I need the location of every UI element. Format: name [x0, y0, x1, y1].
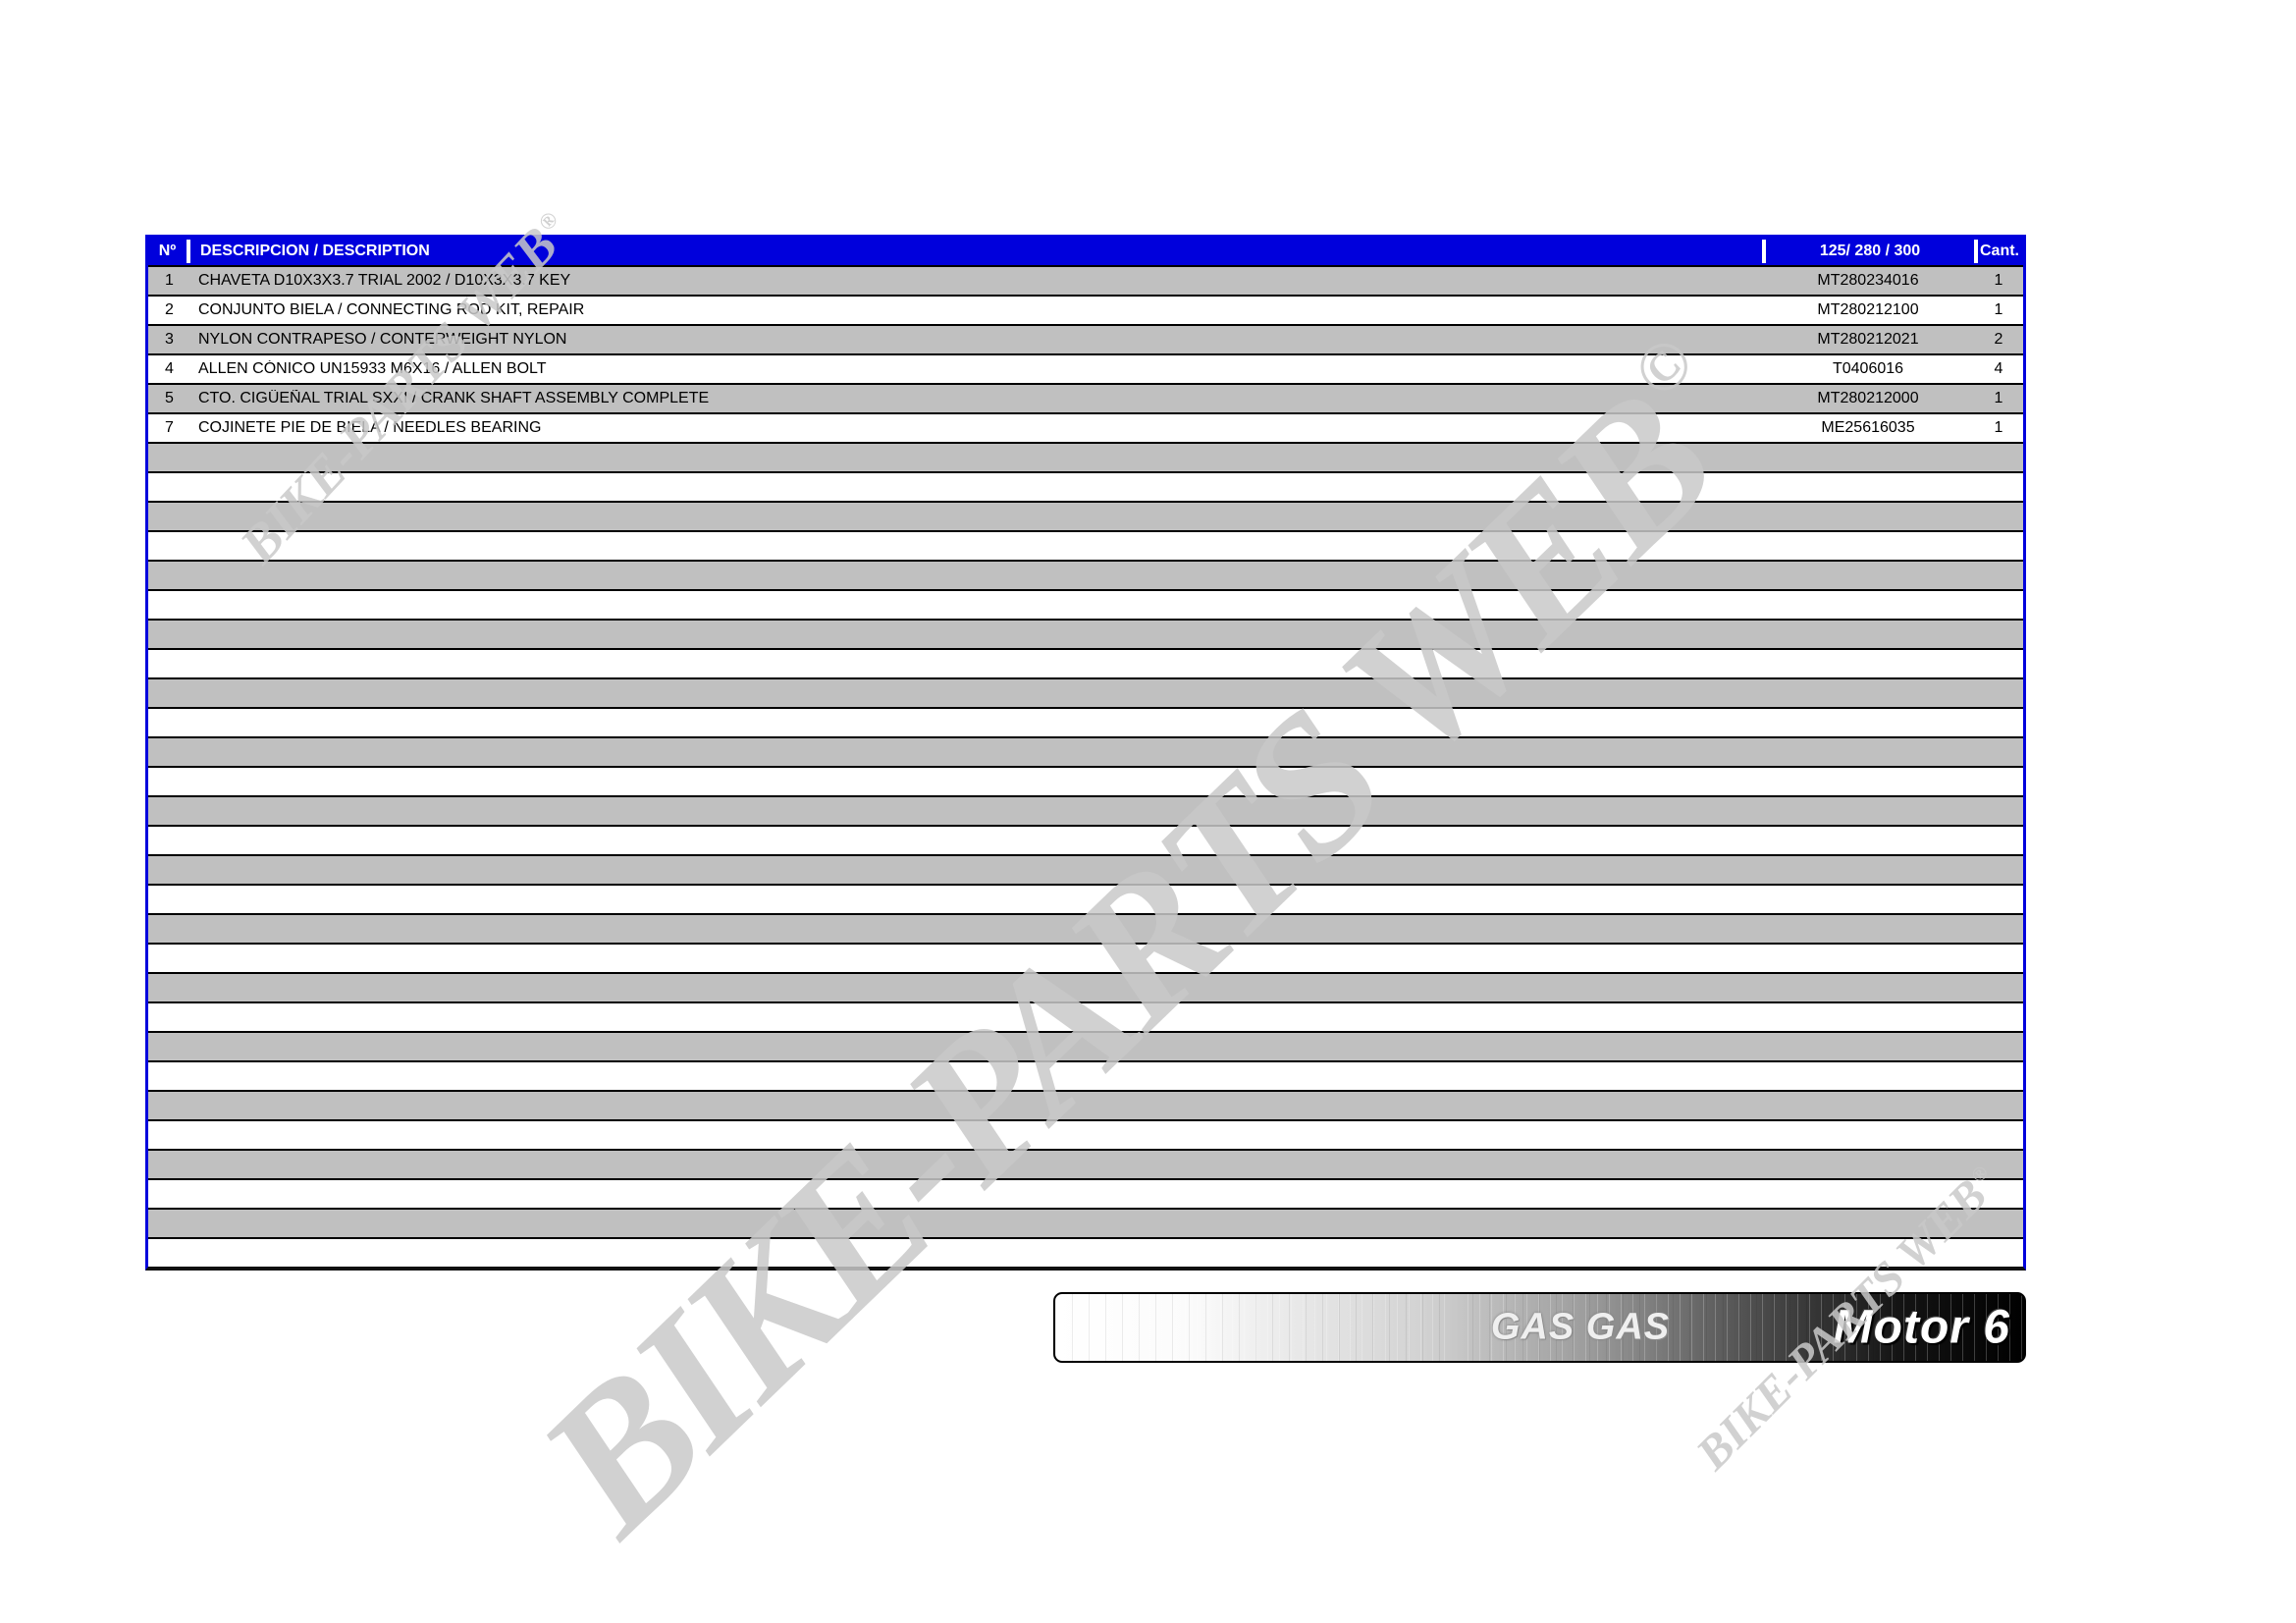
table-row [148, 1060, 2023, 1090]
cell-part-number: ME25616035 [1821, 419, 1915, 436]
table-row [148, 1119, 2023, 1149]
table-row: 2 CONJUNTO BIELA / CONNECTING ROD KIT, RE… [148, 295, 2023, 324]
cell-qty: 4 [1994, 360, 2003, 377]
cell-description: CONJUNTO BIELA / CONNECTING ROD KIT, REP… [198, 301, 585, 318]
table-header: Nº DESCRIPCION / DESCRIPTION 125/ 280 / … [148, 238, 2023, 265]
table-row [148, 913, 2023, 943]
table-row [148, 1001, 2023, 1031]
table-row [148, 471, 2023, 501]
table-row: 5 CTO. CIGÜEÑAL TRIAL SXXI / CRANK SHAFT … [148, 383, 2023, 412]
cell-part-number: MT280212100 [1817, 301, 1919, 318]
cell-num: 3 [165, 331, 174, 348]
cell-description: NYLON CONTRAPESO / CONTERWEIGHT NYLON [198, 331, 567, 348]
cell-description: ALLEN CÓNICO UN15933 M6X16 / ALLEN BOLT [198, 360, 547, 377]
banner-stripes-decoration [1055, 1294, 2024, 1361]
header-divider-2 [1762, 240, 1766, 263]
table-row: 7 COJINETE PIE DE BIELA / NEEDLES BEARING… [148, 412, 2023, 442]
table-row [148, 442, 2023, 471]
header-qty: Cant. [1980, 243, 2019, 259]
header-description: DESCRIPCION / DESCRIPTION [200, 243, 430, 259]
table-row: 1 CHAVETA D10X3X3.7 TRIAL 2002 / D10X3X3.… [148, 265, 2023, 295]
table-row [148, 589, 2023, 619]
table-body: 1 CHAVETA D10X3X3.7 TRIAL 2002 / D10X3X3.… [148, 265, 2023, 1267]
parts-table: Nº DESCRIPCION / DESCRIPTION 125/ 280 / … [145, 235, 2026, 1271]
table-row [148, 1178, 2023, 1208]
model-label: Motor 6 [1833, 1301, 2010, 1354]
cell-description: CHAVETA D10X3X3.7 TRIAL 2002 / D10X3X3.7… [198, 272, 571, 289]
cell-part-number: MT280212021 [1817, 331, 1919, 348]
table-row [148, 1237, 2023, 1267]
cell-num: 5 [165, 390, 174, 406]
table-row [148, 825, 2023, 854]
cell-part-number: MT280234016 [1817, 272, 1919, 289]
cell-description: CTO. CIGÜEÑAL TRIAL SXXI / CRANK SHAFT A… [198, 390, 710, 406]
table-row [148, 736, 2023, 766]
header-divider-3 [1974, 240, 1978, 263]
table-row: 4 ALLEN CÓNICO UN15933 M6X16 / ALLEN BOLT… [148, 353, 2023, 383]
cell-num: 1 [165, 272, 174, 289]
table-row [148, 530, 2023, 560]
table-row [148, 501, 2023, 530]
table-row [148, 707, 2023, 736]
header-divider-1 [187, 240, 190, 263]
header-part-number: 125/ 280 / 300 [1819, 243, 1921, 259]
registered-icon: ® [533, 206, 562, 236]
table-row [148, 1090, 2023, 1119]
table-row: 3 NYLON CONTRAPESO / CONTERWEIGHT NYLON MT… [148, 324, 2023, 353]
table-row [148, 884, 2023, 913]
table-row [148, 1031, 2023, 1060]
table-row [148, 648, 2023, 677]
table-row [148, 619, 2023, 648]
table-row [148, 1149, 2023, 1178]
cell-num: 7 [165, 419, 174, 436]
table-row [148, 795, 2023, 825]
cell-part-number: T0406016 [1832, 360, 1904, 377]
table-row [148, 972, 2023, 1001]
cell-num: 4 [165, 360, 174, 377]
cell-num: 2 [165, 301, 174, 318]
table-row [148, 943, 2023, 972]
table-row [148, 1208, 2023, 1237]
footer-banner: GAS GAS Motor 6 [1053, 1292, 2026, 1363]
cell-qty: 1 [1994, 390, 2003, 406]
cell-qty: 1 [1994, 301, 2003, 318]
cell-description: COJINETE PIE DE BIELA / NEEDLES BEARING [198, 419, 542, 436]
brand-label: GAS GAS [1490, 1306, 1671, 1348]
cell-part-number: MT280212000 [1817, 390, 1919, 406]
cell-qty: 2 [1994, 331, 2003, 348]
cell-qty: 1 [1994, 272, 2003, 289]
table-row [148, 677, 2023, 707]
header-num: Nº [158, 243, 177, 259]
table-row [148, 854, 2023, 884]
table-row [148, 766, 2023, 795]
cell-qty: 1 [1994, 419, 2003, 436]
table-row [148, 560, 2023, 589]
